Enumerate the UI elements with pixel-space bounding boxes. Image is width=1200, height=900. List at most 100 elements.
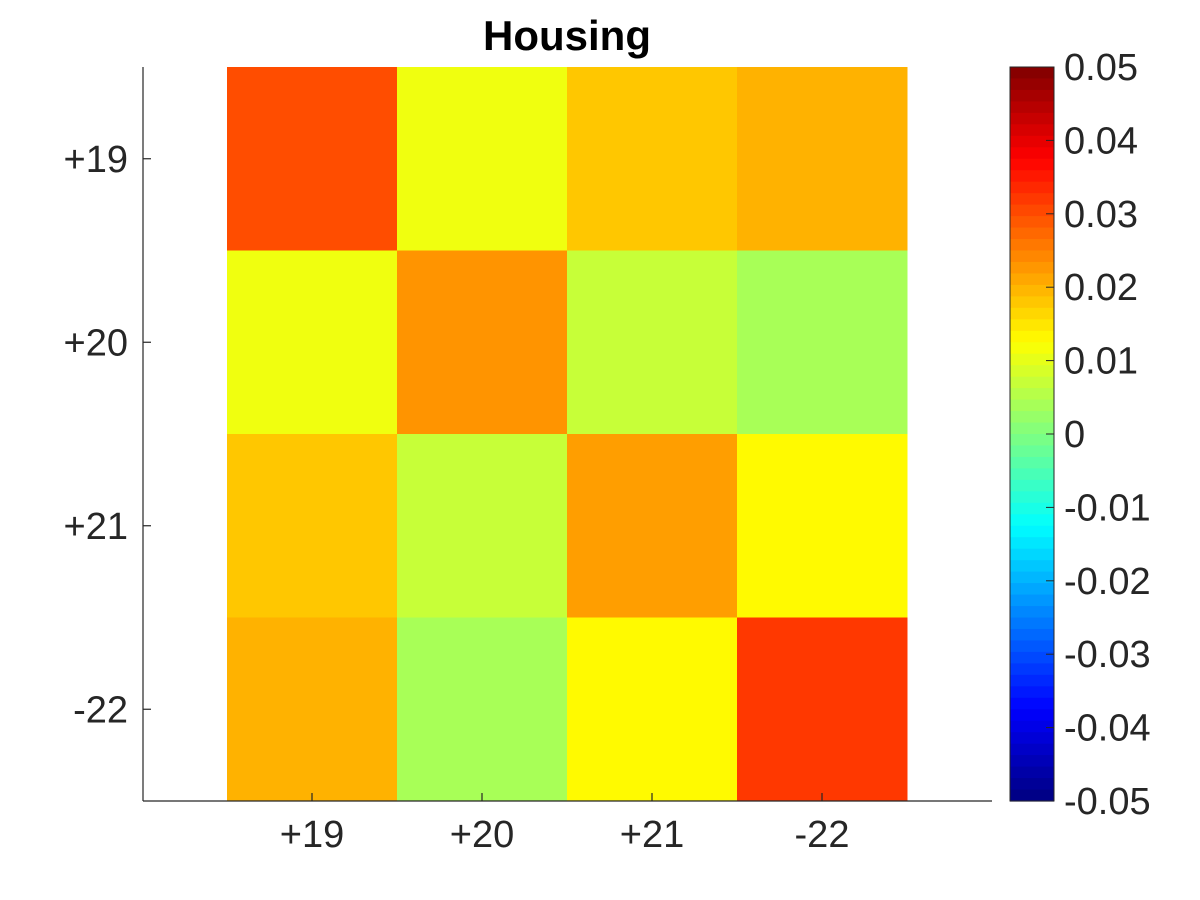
colorbar-segment [1010,709,1054,722]
colorbar-segment [1010,181,1054,194]
colorbar-segment [1010,296,1054,309]
colorbar-tick-label: -0.01 [1064,487,1151,529]
colorbar-segment [1010,445,1054,458]
y-tick-label: +21 [64,506,128,548]
colorbar-segment [1010,67,1054,80]
colorbar-segment [1010,388,1054,401]
x-tick-label: -22 [795,814,850,856]
colorbar-segment [1010,651,1054,664]
colorbar-segment [1010,365,1054,378]
heatmap-cell-r4-c1 [227,617,398,802]
colorbar-segment [1010,686,1054,699]
colorbar-segment [1010,147,1054,160]
colorbar-tick-label: 0 [1064,414,1085,456]
colorbar-segment [1010,789,1054,802]
colorbar-segment [1010,307,1054,320]
heatmap-cell-r4-c4 [737,617,908,802]
colorbar-segment [1010,411,1054,424]
heatmap-cell-r2-c1 [227,250,398,435]
colorbar-segment [1010,330,1054,343]
colorbar-segment [1010,273,1054,286]
colorbar-segment [1010,434,1054,447]
x-tick-label: +19 [280,814,344,856]
colorbar-segment [1010,560,1054,573]
colorbar-segment [1010,170,1054,183]
colorbar-segment [1010,319,1054,332]
colorbar-tick-label: 0.04 [1064,120,1138,162]
colorbar-segment [1010,353,1054,366]
heatmap-cell-r1-c1 [227,67,398,251]
colorbar-segment [1010,456,1054,470]
colorbar-segment [1010,399,1054,412]
colorbar-segment [1010,239,1054,252]
colorbar-tick-label: -0.03 [1064,634,1151,676]
colorbar-segment [1010,548,1054,561]
colorbar-tick-label: 0.05 [1064,47,1138,89]
colorbar-segment [1010,778,1054,791]
colorbar-tick-label: -0.04 [1064,708,1151,750]
chart-title: Housing [483,12,651,59]
colorbar-segment [1010,479,1054,492]
x-tick-label: +21 [620,814,684,856]
y-tick-label: -22 [73,689,128,731]
heatmap-cell-r1-c2 [397,67,568,251]
colorbar-segment [1010,89,1054,103]
colorbar-segment [1010,640,1054,653]
colorbar-segment [1010,78,1054,91]
y-tick-label: +20 [64,322,128,364]
colorbar-segment [1010,135,1054,148]
colorbar-segment [1010,766,1054,779]
heatmap-cells [227,67,908,802]
colorbar-segment [1010,342,1054,355]
colorbar-segment [1010,594,1054,607]
axes: +19 +20 +21 -22 +19 +20 +21 -22 [64,67,992,856]
colorbar-segment [1010,158,1054,171]
colorbar-segment [1010,514,1054,527]
colorbar-segment [1010,720,1054,733]
colorbar-segment [1010,606,1054,619]
colorbar-segment [1010,261,1054,275]
colorbar-tick-label: 0.02 [1064,267,1138,309]
colorbar-segment [1010,193,1054,206]
colorbar-segment [1010,617,1054,630]
colorbar-tick-label: -0.05 [1064,781,1151,823]
heatmap-cell-r1-c3 [567,67,738,251]
heatmap-cell-r4-c3 [567,617,738,802]
colorbar-segment [1010,124,1054,137]
heatmap-cell-r3-c2 [397,434,568,618]
colorbar-segment [1010,216,1054,229]
heatmap-cell-r2-c2 [397,250,568,435]
heatmap-cell-r3-c3 [567,434,738,618]
colorbar-segment [1010,743,1054,756]
colorbar-tick-label: -0.02 [1064,561,1151,603]
colorbar-segment [1010,491,1054,504]
colorbar-segment [1010,376,1054,389]
colorbar-segment [1010,732,1054,745]
heatmap-cell-r4-c2 [397,617,568,802]
colorbar-tick-label: 0.03 [1064,194,1138,236]
colorbar-segment [1010,112,1054,125]
heatmap-cell-r1-c4 [737,67,908,251]
colorbar-segment [1010,628,1054,642]
colorbar-segment [1010,583,1054,596]
colorbar-segment [1010,571,1054,584]
heatmap-cell-r2-c4 [737,250,908,435]
colorbar: 0.05 0.04 0.03 0.02 0.01 0 -0.01 -0.02 -0.03 -0.0… [1009,47,1151,823]
colorbar-segment [1010,755,1054,768]
heatmap-cell-r2-c3 [567,250,738,435]
heatmap-cell-r3-c4 [737,434,908,618]
colorbar-segment [1010,227,1054,240]
colorbar-segment [1010,468,1054,481]
heatmap-cell-r3-c1 [227,434,398,618]
colorbar-segment [1010,101,1054,114]
colorbar-segment [1010,537,1054,550]
x-tick-label: +20 [450,814,514,856]
y-tick-label: +19 [64,139,128,181]
colorbar-segment [1010,284,1054,297]
colorbar-segment [1010,204,1054,217]
colorbar-segment [1010,663,1054,676]
colorbar-segment [1010,422,1054,435]
colorbar-tick-label: 0.01 [1064,341,1138,383]
colorbar-segment [1010,525,1054,538]
